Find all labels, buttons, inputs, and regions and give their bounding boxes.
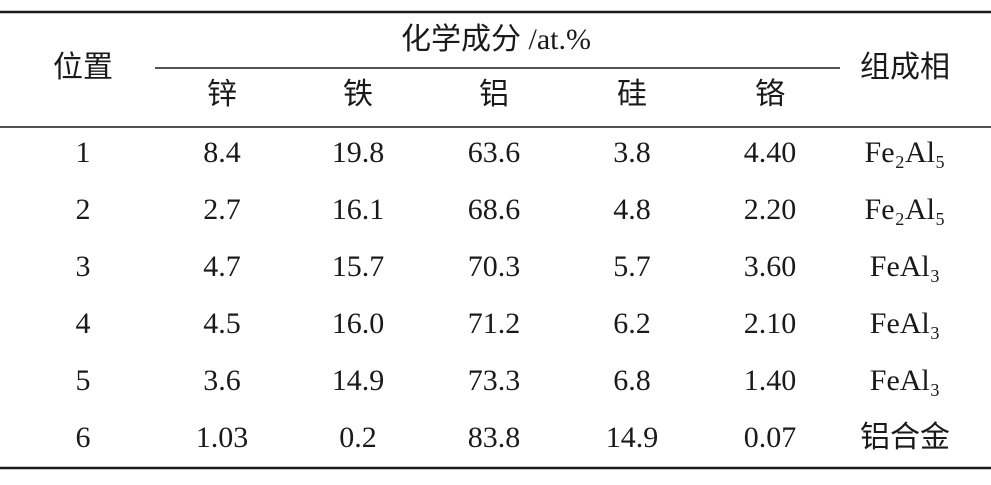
cell: Fe₂Al₅: [865, 193, 946, 226]
cell: 73.3: [468, 364, 521, 397]
cell: 14.9: [606, 421, 659, 454]
header-element: 铝: [479, 78, 509, 111]
cell: 2.7: [203, 193, 241, 226]
header-element: 铬: [755, 78, 785, 111]
cell: 2.10: [744, 307, 797, 340]
cell: 16.0: [332, 307, 385, 340]
cell: 19.8: [332, 136, 385, 169]
cell: 5: [76, 364, 91, 397]
header-element: 硅: [617, 78, 647, 111]
cell: 3.6: [203, 364, 241, 397]
cell: 6.2: [613, 307, 651, 340]
cell: 8.4: [203, 136, 241, 169]
cell: 2: [76, 193, 91, 226]
cell: 4.7: [203, 250, 241, 283]
cell: 3.8: [613, 136, 651, 169]
header-phase: 组成相: [860, 51, 950, 84]
cell: 4.8: [613, 193, 651, 226]
cell: FeAl₃: [870, 364, 940, 397]
cell: 3.60: [744, 250, 797, 283]
cell: Fe₂Al₅: [865, 136, 946, 169]
cell: 83.8: [468, 421, 521, 454]
cell: 71.2: [468, 307, 521, 340]
cell: FeAl₃: [870, 307, 940, 340]
cell: 1: [76, 136, 91, 169]
cell: 4.5: [203, 307, 241, 340]
cell: 铝合金: [860, 421, 950, 454]
cell: 3: [76, 250, 91, 283]
cell: 14.9: [332, 364, 385, 397]
cell: 5.7: [613, 250, 651, 283]
cell: 6.8: [613, 364, 651, 397]
cell: 68.6: [468, 193, 521, 226]
cell: 16.1: [332, 193, 385, 226]
cell: 2.20: [744, 193, 797, 226]
cell: 4.40: [744, 136, 797, 169]
cell: 1.40: [744, 364, 797, 397]
cell: 15.7: [332, 250, 385, 283]
header-element: 锌: [207, 78, 237, 111]
header-element: 铁: [343, 78, 373, 111]
cell: 0.2: [339, 421, 377, 454]
header-position: 位置: [53, 51, 113, 84]
cell: 63.6: [468, 136, 521, 169]
cell: 0.07: [744, 421, 797, 454]
cell: 6: [76, 421, 91, 454]
cell: FeAl₃: [870, 250, 940, 283]
cell: 4: [76, 307, 91, 340]
cell: 70.3: [468, 250, 521, 283]
header-composition: 化学成分 /at.%: [401, 23, 591, 56]
cell: 1.03: [196, 421, 249, 454]
